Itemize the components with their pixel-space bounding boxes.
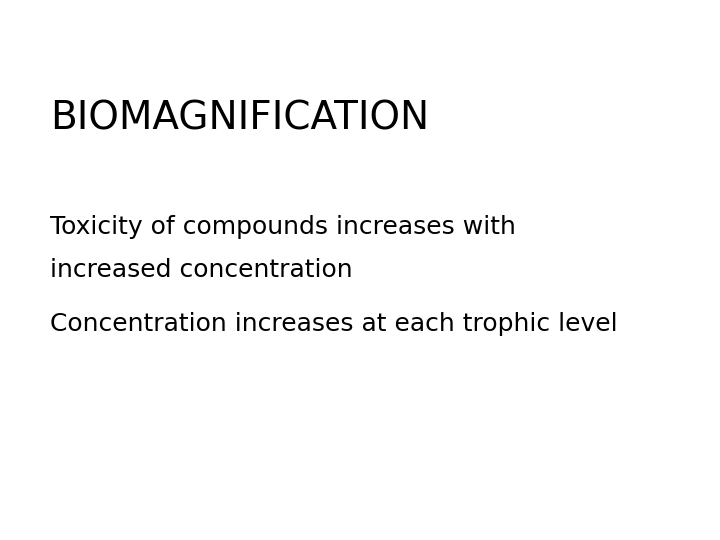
Text: Concentration increases at each trophic level: Concentration increases at each trophic … — [50, 312, 618, 336]
Text: increased concentration: increased concentration — [50, 258, 353, 282]
Text: Toxicity of compounds increases with: Toxicity of compounds increases with — [50, 215, 516, 239]
Text: BIOMAGNIFICATION: BIOMAGNIFICATION — [50, 100, 430, 138]
